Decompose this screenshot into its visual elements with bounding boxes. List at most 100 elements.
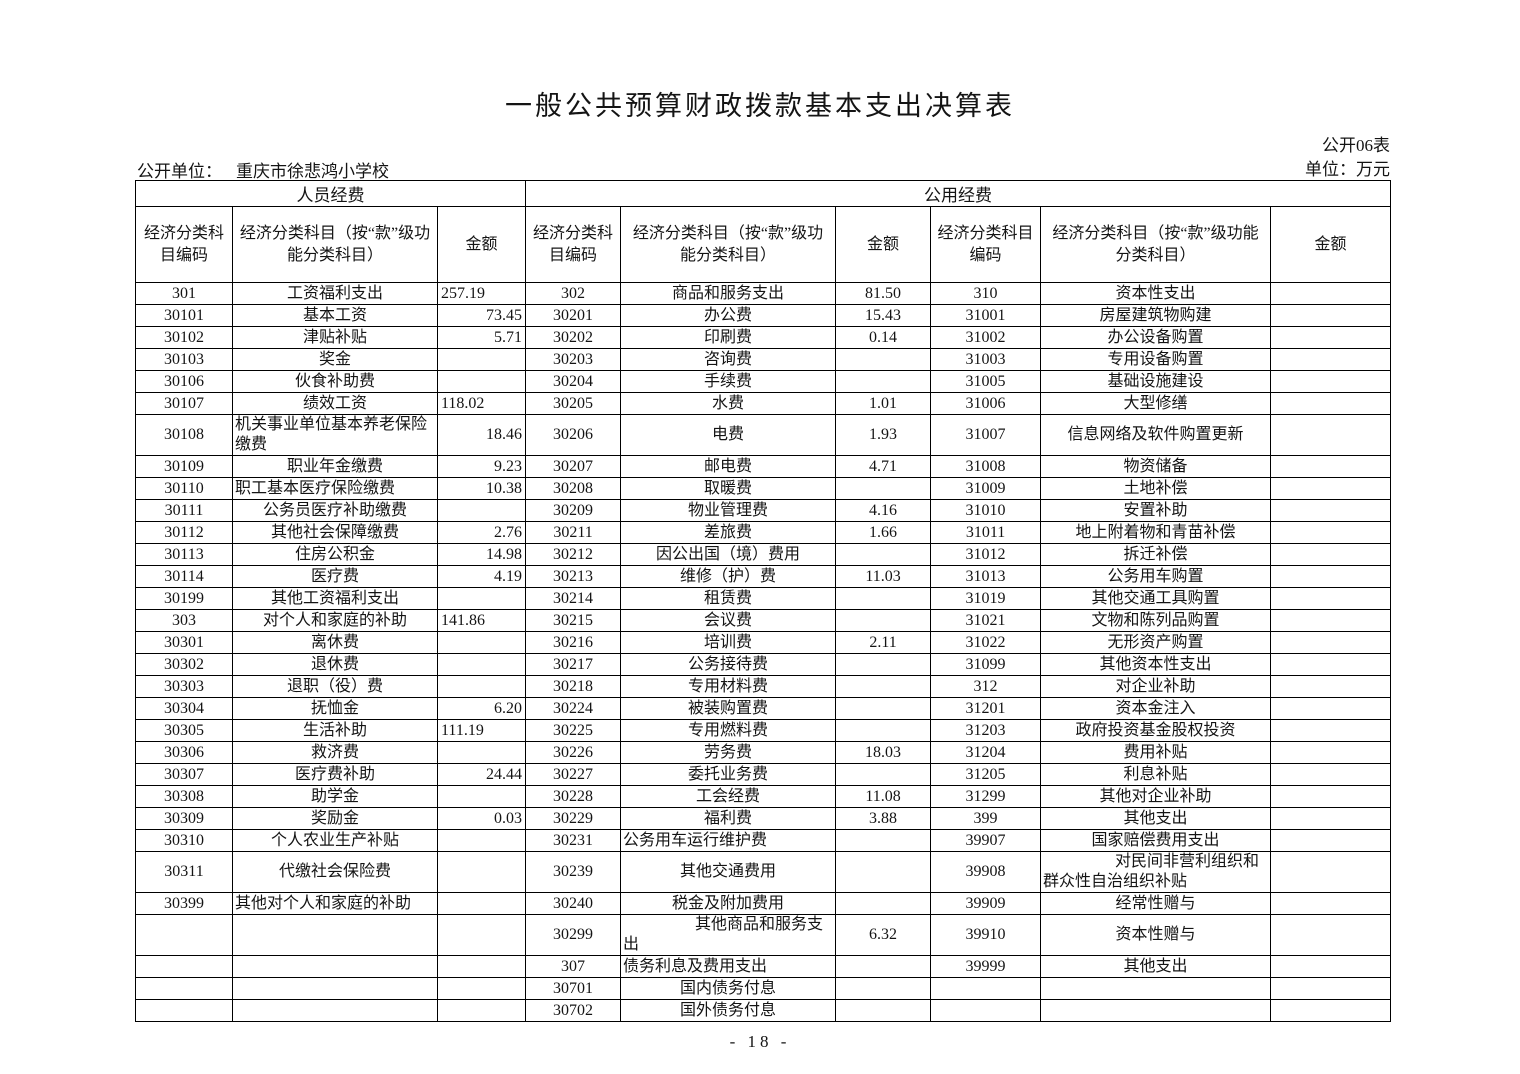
code-cell: 30106 xyxy=(135,370,233,393)
amount-cell xyxy=(436,914,527,956)
amount-cell xyxy=(436,348,527,371)
code-cell: 31008 xyxy=(930,455,1042,478)
unit-note: 单位：万元 xyxy=(1305,160,1390,179)
code-cell: 30302 xyxy=(135,653,233,676)
subject-cell: 公务用车运行维护费 xyxy=(620,829,837,852)
subject-cell: 专用材料费 xyxy=(620,675,837,698)
code-cell: 310 xyxy=(930,282,1042,305)
amount-cell xyxy=(1270,587,1392,610)
subject-cell: 办公费 xyxy=(620,304,837,327)
amount-cell xyxy=(835,697,932,720)
amount-cell xyxy=(1270,741,1392,764)
amount-cell xyxy=(835,370,932,393)
amount-cell xyxy=(1270,829,1392,852)
amount-cell: 9.23 xyxy=(436,455,527,478)
code-cell: 303 xyxy=(135,609,233,632)
subject-cell: 基础设施建设 xyxy=(1040,370,1272,393)
subject-cell: 代缴社会保险费 xyxy=(232,851,438,893)
subject-cell: 差旅费 xyxy=(620,521,837,544)
code-cell: 30114 xyxy=(135,565,233,588)
subject-cell: 债务利息及费用支出 xyxy=(620,955,837,978)
table-row: 30110 职工基本医疗保险缴费 10.38 30208 取暖费 31009 土地补偿 xyxy=(135,477,1392,500)
subject-cell: 税金及附加费用 xyxy=(620,892,837,915)
amount-cell xyxy=(835,977,932,1000)
subject-cell: 离休费 xyxy=(232,631,438,654)
code-cell: 30202 xyxy=(525,326,622,349)
table-row: 307 债务利息及费用支出 39999 其他支出 xyxy=(135,955,1392,978)
code-cell: 30306 xyxy=(135,741,233,764)
subject-cell: 其他工资福利支出 xyxy=(232,587,438,610)
code-cell: 39910 xyxy=(930,914,1042,956)
amount-cell: 18.03 xyxy=(835,741,932,764)
code-cell: 30201 xyxy=(525,304,622,327)
code-cell: 30240 xyxy=(525,892,622,915)
amount-cell: 10.38 xyxy=(436,477,527,500)
code-cell: 30399 xyxy=(135,892,233,915)
group-header-row: 人员经费 公用经费 xyxy=(134,180,1392,207)
amount-cell: 73.45 xyxy=(436,304,527,327)
table-row: 30302 退休费 30217 公务接待费 31099 其他资本性支出 xyxy=(135,653,1392,676)
subject-cell: 国内债务付息 xyxy=(620,977,837,1000)
table-row: 30109 职业年金缴费 9.23 30207 邮电费 4.71 31008 物资储备 xyxy=(135,455,1392,478)
code-cell: 31203 xyxy=(930,719,1042,742)
subject-cell: 其他交通费用 xyxy=(620,851,837,893)
amount-cell xyxy=(1270,348,1392,371)
subject-cell: 资本性赠与 xyxy=(1040,914,1272,956)
amount-cell xyxy=(436,370,527,393)
code-cell: 399 xyxy=(930,807,1042,830)
amount-cell: 2.11 xyxy=(835,631,932,654)
code-cell: 30111 xyxy=(135,499,233,522)
amount-cell xyxy=(1270,326,1392,349)
amount-cell xyxy=(1270,609,1392,632)
subject-cell: 房屋建筑物购建 xyxy=(1040,304,1272,327)
subject-cell: 物资储备 xyxy=(1040,455,1272,478)
subject-cell: 专用燃料费 xyxy=(620,719,837,742)
amount-cell: 14.98 xyxy=(436,543,527,566)
amount-cell: 3.88 xyxy=(835,807,932,830)
amount-cell xyxy=(436,587,527,610)
amount-cell xyxy=(1270,763,1392,786)
subject-cell: 公务员医疗补助缴费 xyxy=(232,499,438,522)
group-header-personnel: 人员经费 xyxy=(134,180,527,207)
code-cell: 307 xyxy=(525,955,622,978)
subject-cell: 抚恤金 xyxy=(232,697,438,720)
subject-cell: 其他社会保障缴费 xyxy=(232,521,438,544)
code-cell: 30229 xyxy=(525,807,622,830)
amount-cell: 24.44 xyxy=(436,763,527,786)
table-row: 30299 其他商品和服务支出 6.32 39910 资本性赠与 xyxy=(135,914,1392,956)
amount-cell: 1.01 xyxy=(835,392,932,415)
table-row: 301 工资福利支出 257.19 302 商品和服务支出 81.50 310 资本性支出 xyxy=(135,282,1392,305)
subject-cell: 咨询费 xyxy=(620,348,837,371)
amount-cell xyxy=(1270,653,1392,676)
code-cell: 30203 xyxy=(525,348,622,371)
code-cell xyxy=(135,955,233,978)
amount-cell xyxy=(436,785,527,808)
code-cell: 30211 xyxy=(525,521,622,544)
code-cell: 30311 xyxy=(135,851,233,893)
amount-cell xyxy=(1270,697,1392,720)
subject-cell: 委托业务费 xyxy=(620,763,837,786)
subject-cell: 职工基本医疗保险缴费 xyxy=(232,477,438,500)
subject-cell: 被装购置费 xyxy=(620,697,837,720)
subject-cell: 工会经费 xyxy=(620,785,837,808)
amount-cell xyxy=(835,892,932,915)
form-number: 公开06表 xyxy=(1322,136,1390,155)
amount-cell xyxy=(835,587,932,610)
subject-cell: 奖金 xyxy=(232,348,438,371)
subject-cell: 奖励金 xyxy=(232,807,438,830)
code-cell: 30112 xyxy=(135,521,233,544)
table-row: 30113 住房公积金 14.98 30212 因公出国（境）费用 31012 拆迁补偿 xyxy=(135,543,1392,566)
table-row: 30114 医疗费 4.19 30213 维修（护）费 11.03 31013 公务用车购置 xyxy=(135,565,1392,588)
amount-cell xyxy=(1270,477,1392,500)
subject-cell: 取暖费 xyxy=(620,477,837,500)
amount-cell xyxy=(835,477,932,500)
code-cell xyxy=(135,977,233,1000)
code-cell: 31019 xyxy=(930,587,1042,610)
subject-cell: 国家赔偿费用支出 xyxy=(1040,829,1272,852)
code-cell xyxy=(930,999,1042,1022)
col-header-subject-1: 经济分类科目（按“款”级功能分类科目） xyxy=(232,206,438,283)
code-cell: 30209 xyxy=(525,499,622,522)
code-cell: 31006 xyxy=(930,392,1042,415)
code-cell: 30702 xyxy=(525,999,622,1022)
subject-cell: 职业年金缴费 xyxy=(232,455,438,478)
